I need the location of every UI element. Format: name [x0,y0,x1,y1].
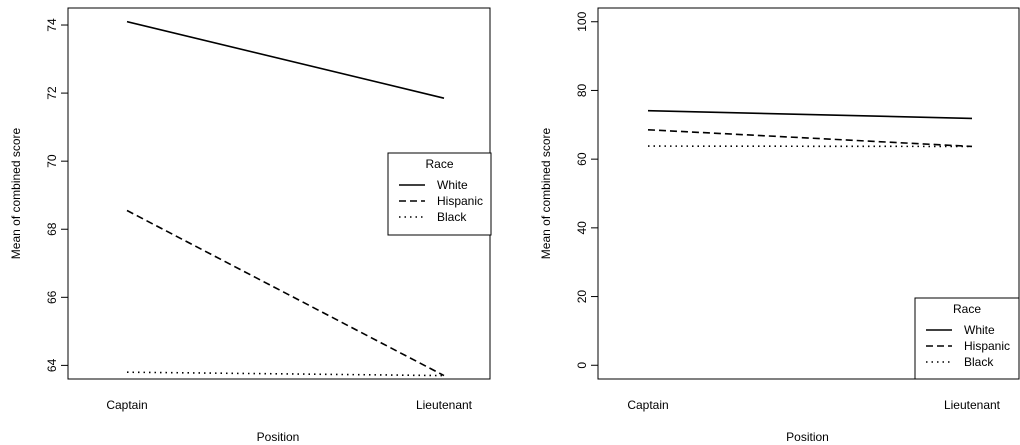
y-tick-label: 0 [575,362,589,369]
y-axis-title: Mean of combined score [9,127,23,259]
legend-box [914,297,1020,380]
legend: Race White Hispanic Black [387,152,492,236]
x-tick-label: Captain [106,398,147,412]
x-axis-title: Position [786,430,829,444]
legend-label-black: Black [964,355,994,369]
legend-box [387,152,492,236]
series-line-black [126,371,445,377]
x-tick-label: Lieutenant [416,398,473,412]
series-line-white [647,109,973,120]
legend-label-white: White [964,323,995,337]
y-tick-label: 80 [575,83,589,97]
legend-label-white: White [437,178,468,192]
legend-label-hispanic: Hispanic [964,339,1010,353]
series-line-hispanic [126,209,445,377]
y-tick-label: 74 [45,18,59,32]
legend: Race White Hispanic Black [914,297,1020,380]
panel-1: 64 66 68 70 72 74 Captain Lieutenant Position Mea… [9,7,492,444]
legend-label-black: Black [437,210,467,224]
y-tick-label: 64 [45,358,59,372]
legend-label-hispanic: Hispanic [437,194,483,208]
y-tick-label: 100 [575,11,589,31]
legend-title: Race [425,157,453,171]
x-tick-label: Captain [627,398,668,412]
y-tick-label: 40 [575,221,589,235]
x-axis-title: Position [257,430,300,444]
legend-title: Race [953,302,981,316]
y-tick-label: 70 [45,154,59,168]
panel-2: 0 20 40 60 80 100 Captain Lieutenant Position Mea… [539,7,1020,444]
y-tick-label: 68 [45,222,59,236]
series-line-hispanic [647,128,973,148]
series-line-white [126,20,445,99]
y-axis-title: Mean of combined score [539,127,553,259]
x-tick-label: Lieutenant [944,398,1001,412]
plot-frame [597,7,1020,380]
y-tick-label: 72 [45,86,59,100]
y-tick-label: 66 [45,290,59,304]
y-tick-label: 20 [575,290,589,304]
y-tick-label: 60 [575,152,589,166]
